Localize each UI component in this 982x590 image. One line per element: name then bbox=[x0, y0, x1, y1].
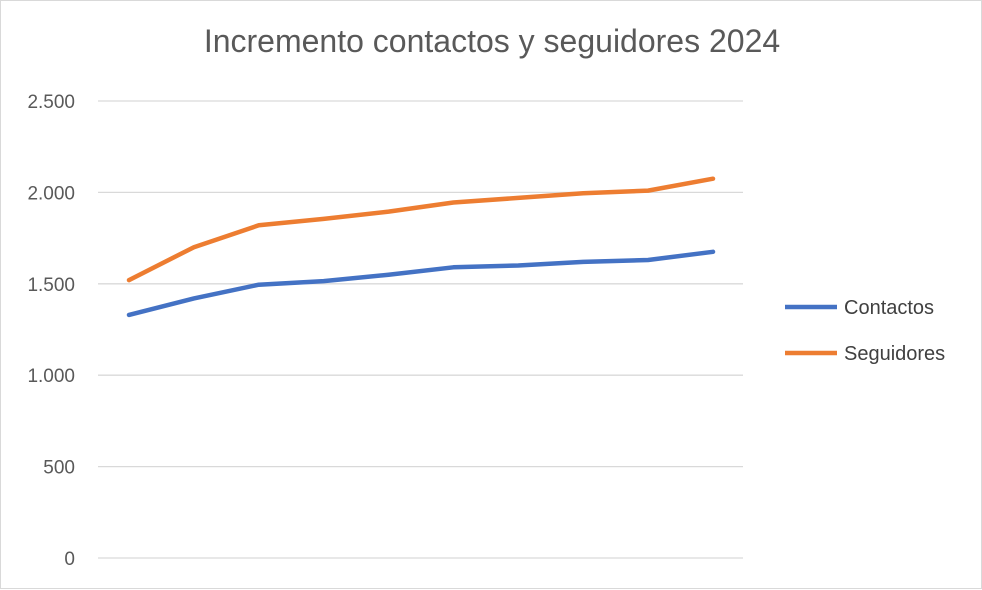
y-axis-tick-labels: 0 500 1.000 1.500 2.000 2.500 bbox=[27, 92, 75, 570]
series-line-contactos bbox=[126, 249, 716, 318]
y-tick-label: 2.500 bbox=[27, 92, 75, 113]
legend-label: Contactos bbox=[844, 297, 934, 319]
y-tick-label: 500 bbox=[43, 458, 75, 479]
series-line-seguidores bbox=[126, 176, 716, 283]
series-lines bbox=[126, 176, 716, 318]
y-tick-label: 1.000 bbox=[27, 366, 75, 387]
y-tick-label: 1.500 bbox=[27, 275, 75, 296]
y-tick-label: 0 bbox=[64, 549, 75, 570]
legend-label: Seguidores bbox=[844, 343, 945, 365]
legend: Contactos Seguidores bbox=[785, 297, 945, 365]
y-tick-label: 2.000 bbox=[27, 183, 75, 204]
gridlines bbox=[98, 100, 743, 559]
chart-title: Incremento contactos y seguidores 2024 bbox=[203, 23, 781, 59]
